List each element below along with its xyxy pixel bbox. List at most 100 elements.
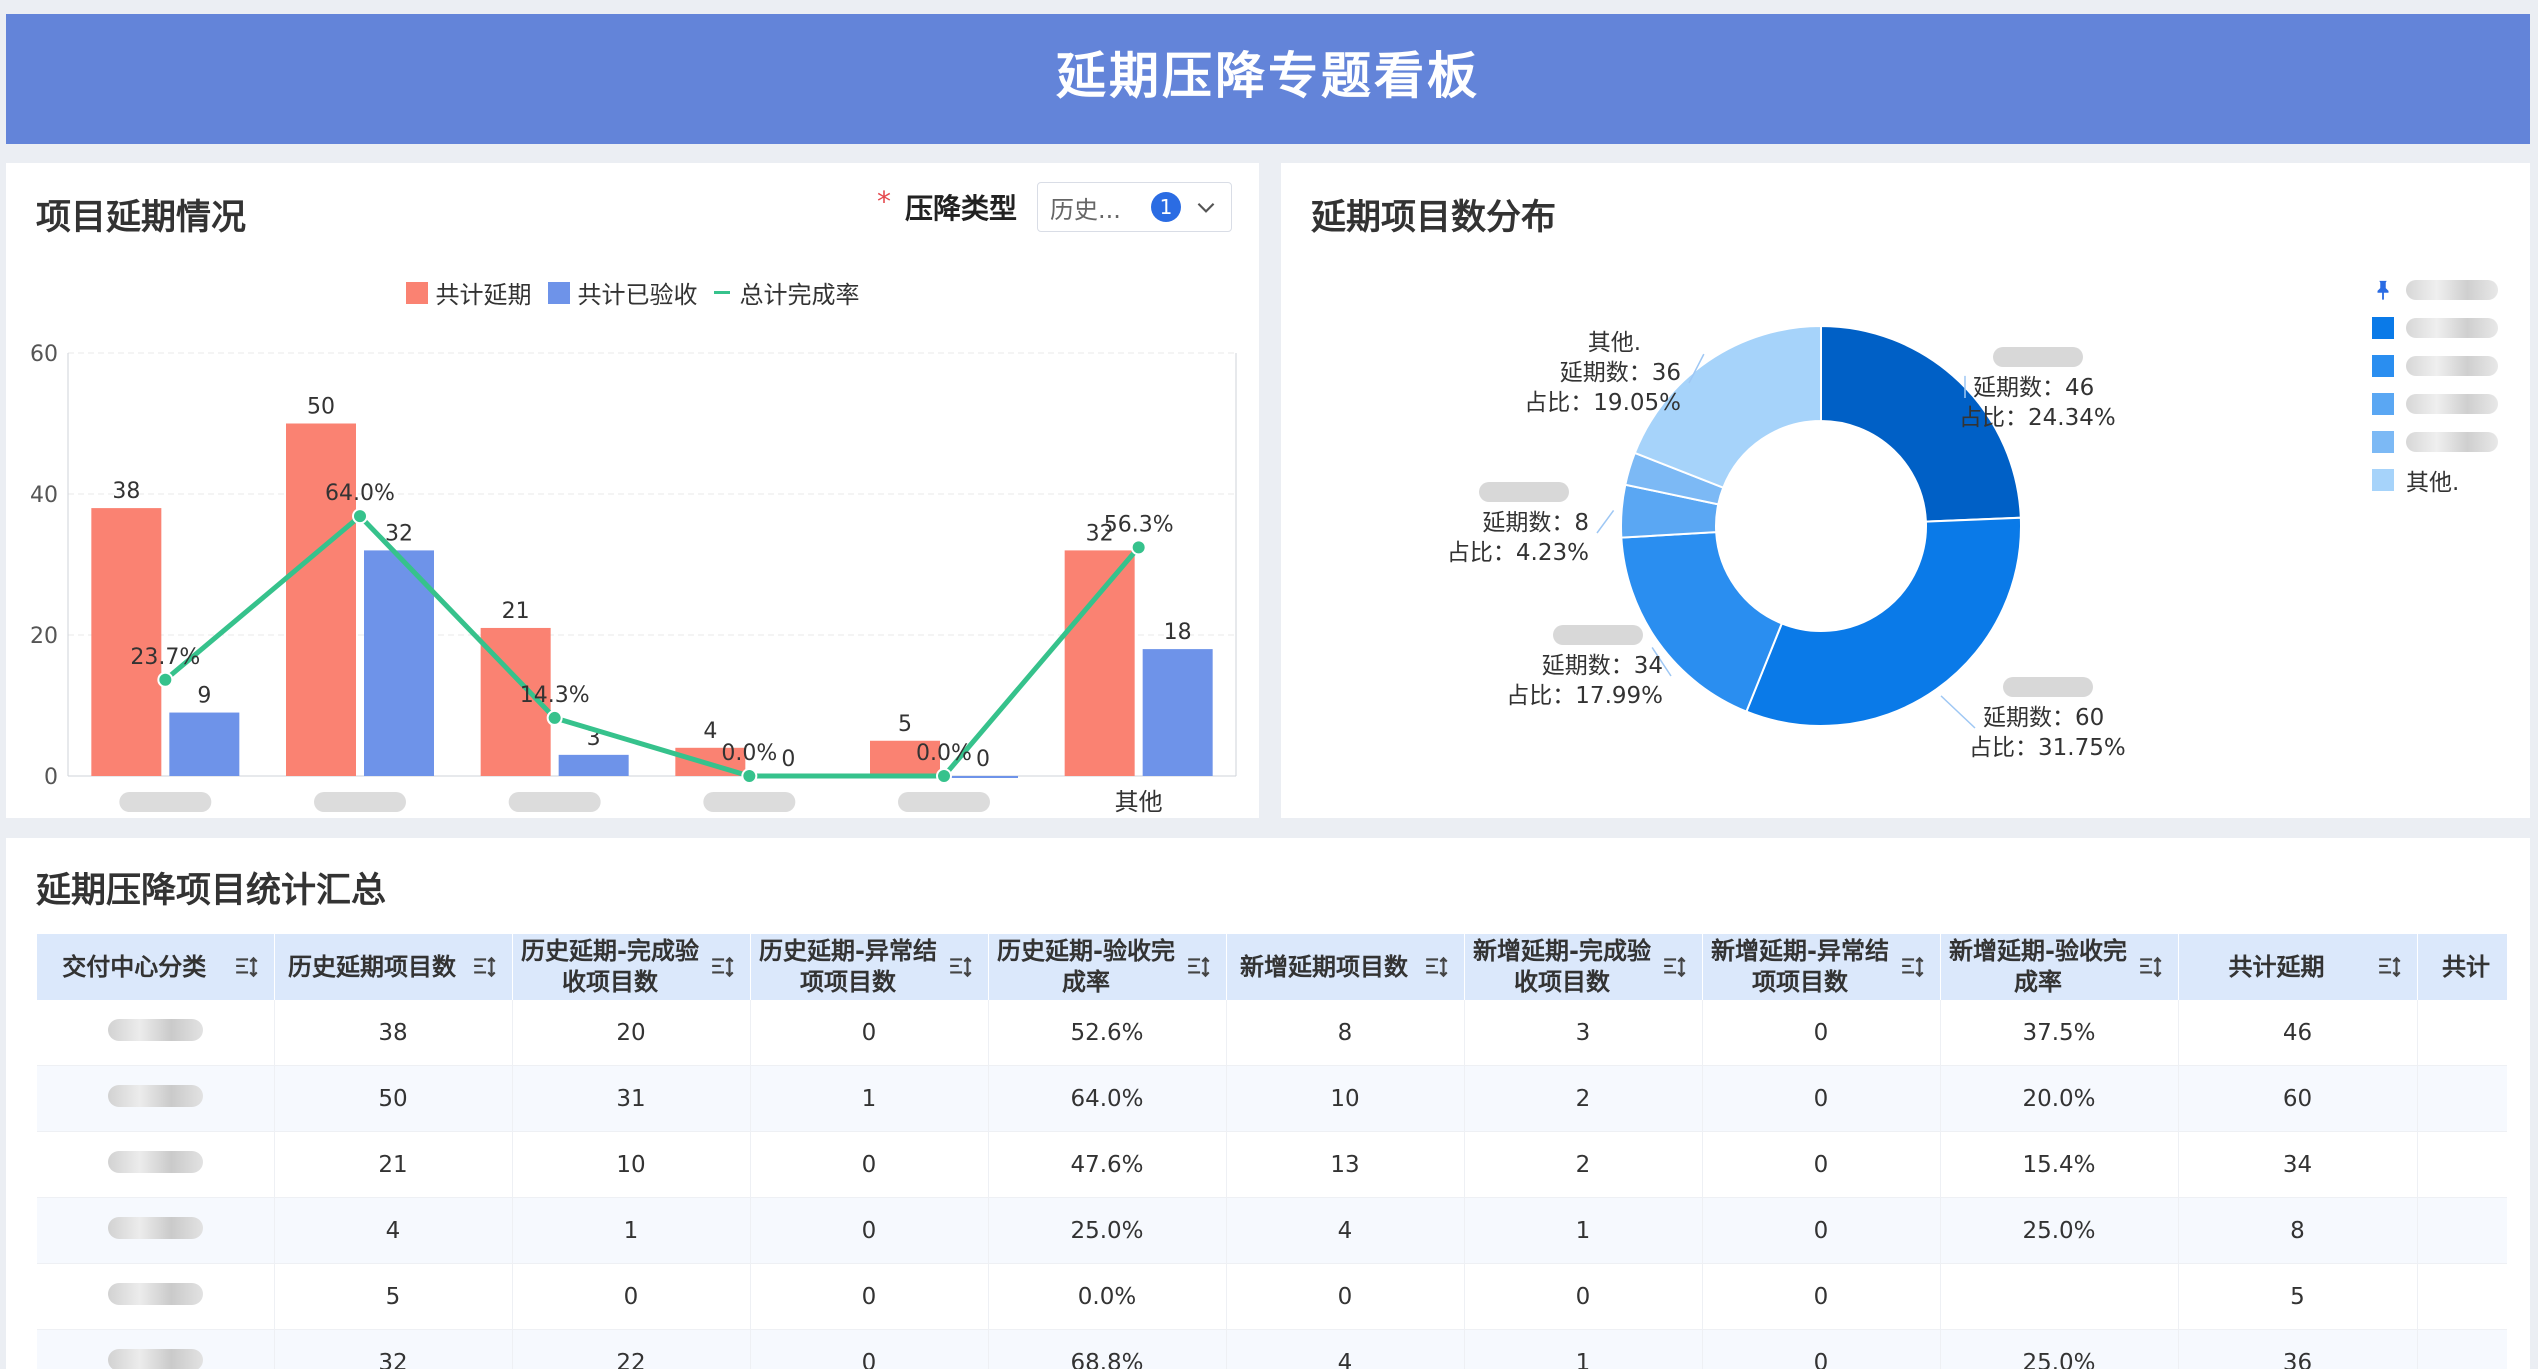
blurred-label [2406, 318, 2498, 338]
legend-swatch [2372, 469, 2394, 491]
donut-legend: 其他. [2372, 271, 2498, 499]
sort-icon[interactable] [1186, 954, 1212, 980]
completion-rate-point [741, 768, 758, 784]
bar-value-label: 4 [703, 719, 717, 744]
summary-table-scroll[interactable]: 交付中心分类 历史延期项目数 历史延期-完成验收项目数 历史延期-异常结项项目数 历史延… [37, 934, 2507, 1369]
table-cell: 0 [750, 1197, 989, 1264]
table-cell [2417, 1197, 2507, 1264]
table-cell: 46 [2178, 1000, 2418, 1066]
legend-pin-row[interactable] [2372, 271, 2498, 309]
legend-total-delay[interactable]: 共计延期 [405, 275, 532, 310]
table-cell: 68.8% [988, 1329, 1227, 1369]
slice-percent-label: 占比：4.23% [1447, 540, 1589, 566]
sort-icon[interactable] [2377, 954, 2403, 980]
table-cell: 64.0% [988, 1065, 1227, 1132]
slice-name-label: 其他. [1588, 330, 1641, 356]
table-cell: 0.0% [988, 1263, 1227, 1330]
column-header[interactable]: 新增延期项目数 [1226, 934, 1465, 1000]
table-cell: 1 [750, 1065, 989, 1132]
column-header-label: 历史延期-完成验收项目数 [521, 937, 699, 996]
table-cell [2417, 1329, 2507, 1369]
legend-label: 其他. [2406, 470, 2460, 496]
sort-icon[interactable] [472, 954, 498, 980]
sort-icon[interactable] [1424, 954, 1450, 980]
legend-row[interactable] [2372, 347, 2498, 385]
sort-icon[interactable] [1900, 954, 1926, 980]
slice-count-label: 延期数：60 [1983, 705, 2104, 731]
legend-swatch [2372, 355, 2394, 377]
table-cell: 4 [1226, 1197, 1465, 1264]
column-header[interactable]: 共计 [2417, 934, 2507, 1000]
blurred-category-label [898, 792, 990, 812]
table-cell: 0 [1702, 1131, 1941, 1198]
column-header[interactable]: 历史延期-验收完成率 [988, 934, 1227, 1000]
table-cell [37, 1263, 275, 1330]
column-header[interactable]: 新增延期-验收完成率 [1940, 934, 2179, 1000]
column-header[interactable]: 新增延期-完成验收项目数 [1464, 934, 1703, 1000]
table-cell: 20 [512, 1000, 751, 1066]
table-row[interactable]: 21 10 0 47.6% 13 2 0 15.4% 34 [37, 1131, 2507, 1198]
legend-completion-rate[interactable]: 总计完成率 [713, 275, 860, 310]
table-cell: 38 [274, 1000, 513, 1066]
column-header[interactable]: 历史延期项目数 [274, 934, 513, 1000]
table-cell [37, 1197, 275, 1264]
table-cell: 0 [750, 1329, 989, 1369]
donut-slice [1820, 324, 2022, 523]
legend-row[interactable] [2372, 423, 2498, 461]
column-header[interactable]: 新增延期-异常结项项目数 [1702, 934, 1941, 1000]
table-cell: 1 [1464, 1197, 1703, 1264]
summary-table: 交付中心分类 历史延期项目数 历史延期-完成验收项目数 历史延期-异常结项项目数 历史延… [37, 934, 2507, 1369]
table-cell: 34 [2178, 1131, 2418, 1198]
completion-rate-point [546, 709, 563, 726]
table-row[interactable]: 4 1 0 25.0% 4 1 0 25.0% 8 [37, 1197, 2507, 1264]
slice-leader-line [1596, 510, 1615, 534]
sort-icon[interactable] [948, 954, 974, 980]
blurred-label [2406, 356, 2498, 376]
slice-leader-line [1688, 353, 1705, 384]
column-header-label: 交付中心分类 [62, 952, 207, 981]
legend-row[interactable] [2372, 309, 2498, 347]
bar-value-label: 0 [976, 747, 990, 772]
table-row[interactable]: 32 22 0 68.8% 4 1 0 25.0% 36 [37, 1329, 2507, 1369]
bar-total-accepted [948, 776, 1018, 778]
column-header-label: 共计 [2442, 952, 2490, 981]
legend-row[interactable] [2372, 385, 2498, 423]
bar-value-label: 32 [1086, 521, 1114, 546]
column-header[interactable]: 交付中心分类 [37, 934, 275, 1000]
legend-row-other[interactable]: 其他. [2372, 461, 2498, 499]
table-cell: 10 [1226, 1065, 1465, 1132]
column-header[interactable]: 历史延期-完成验收项目数 [512, 934, 751, 1000]
legend-label: 共计已验收 [577, 281, 698, 309]
column-header-label: 新增延期项目数 [1240, 952, 1408, 981]
table-cell: 32 [274, 1329, 513, 1369]
table-cell: 0 [1702, 1000, 1941, 1066]
table-row[interactable]: 50 31 1 64.0% 10 2 0 20.0% 60 [37, 1065, 2507, 1132]
table-cell [1940, 1263, 2179, 1330]
table-cell: 0 [1464, 1263, 1703, 1330]
blurred-slice-name [1993, 347, 2083, 367]
blurred-slice-name [2003, 677, 2093, 697]
blurred-slice-name [1553, 625, 1643, 645]
blurred-center-name [107, 1084, 203, 1107]
slice-count-label: 延期数：36 [1560, 360, 1681, 386]
table-cell: 25.0% [988, 1197, 1227, 1264]
reduction-type-select[interactable]: 历史... 1 [1037, 182, 1232, 232]
table-cell: 0 [512, 1263, 751, 1330]
sort-icon[interactable] [234, 954, 260, 980]
table-cell: 3 [1464, 1000, 1703, 1066]
slice-percent-label: 占比：31.75% [1969, 735, 2126, 761]
column-header[interactable]: 历史延期-异常结项项目数 [750, 934, 989, 1000]
bar-value-label: 21 [502, 599, 530, 624]
column-header[interactable]: 共计延期 [2178, 934, 2418, 1000]
table-row[interactable]: 38 20 0 52.6% 8 3 0 37.5% 46 [37, 1000, 2507, 1066]
table-cell [2417, 1065, 2507, 1132]
table-row[interactable]: 5 0 0 0.0% 0 0 0 5 [37, 1263, 2507, 1330]
table-cell: 5 [2178, 1263, 2418, 1330]
sort-icon[interactable] [710, 954, 736, 980]
legend-swatch [405, 281, 428, 304]
sort-icon[interactable] [2138, 954, 2164, 980]
legend-total-accepted[interactable]: 共计已验收 [547, 275, 698, 310]
sort-icon[interactable] [1662, 954, 1688, 980]
table-cell [37, 1065, 275, 1132]
